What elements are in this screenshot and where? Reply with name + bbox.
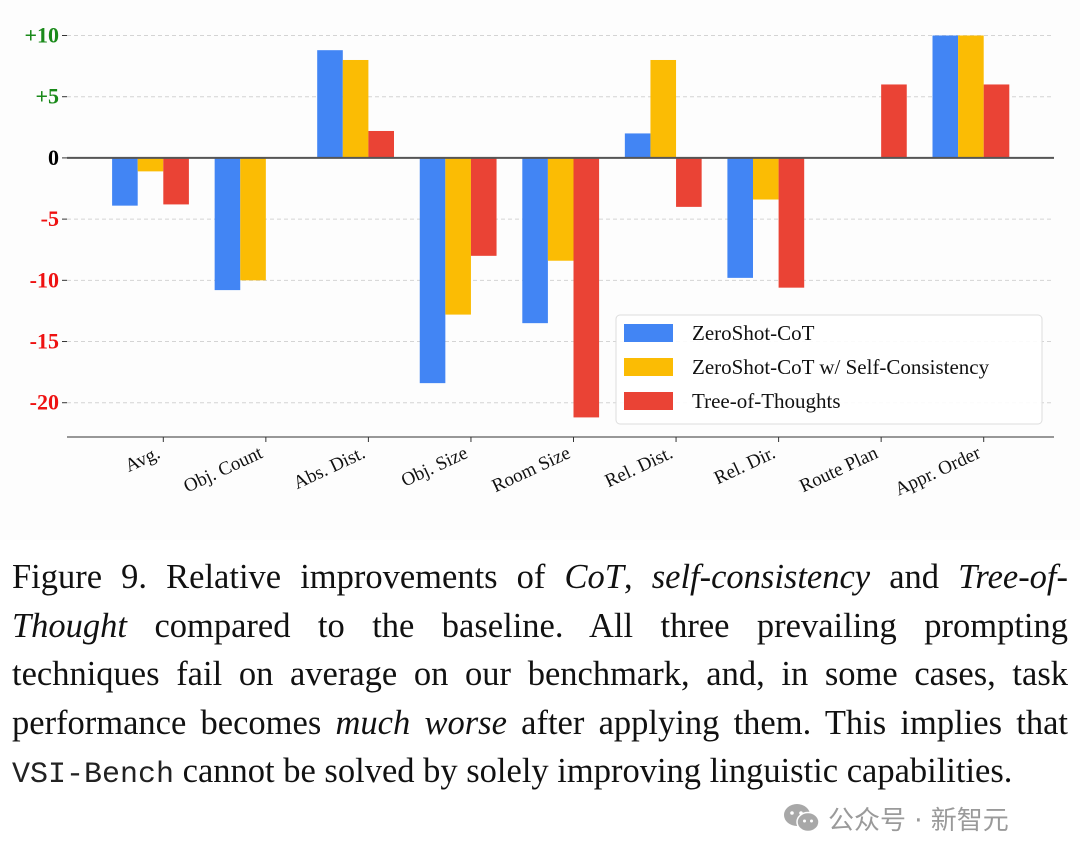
wechat-icon — [784, 804, 820, 833]
legend-label: Tree-of-Thoughts — [692, 389, 841, 413]
caption-segment: Relative improvements of — [147, 558, 565, 596]
bar — [137, 157, 164, 172]
figure-label: Figure 9. — [12, 558, 148, 596]
caption-segment: cannot be solved by solely improving lin… — [174, 752, 1013, 790]
bar — [445, 157, 471, 315]
bar — [522, 157, 548, 324]
y-tick-label: -20 — [30, 390, 59, 415]
y-tick-label: +10 — [24, 22, 59, 47]
bar — [727, 157, 753, 278]
caption-segment: much worse — [335, 703, 507, 742]
legend-box — [615, 314, 1043, 425]
legend-label: ZeroShot-CoT w/ Self-Consistency — [692, 355, 990, 379]
bar — [753, 157, 779, 200]
figure: +10 +5 0 -5 -10 -15 -20 Avg. Obj. Count Abs. Dis… — [24, 22, 1054, 501]
bar — [112, 157, 138, 206]
bar — [240, 157, 266, 281]
bar — [676, 157, 702, 207]
y-tick-labels: +10 +5 0 -5 -10 -15 -20 — [24, 22, 67, 415]
bar — [624, 133, 651, 158]
bar-chart: +10 +5 0 -5 -10 -15 -20 Avg. Obj. Count Abs. Dis… — [24, 22, 1054, 500]
x-tick-label: Obj. Size — [398, 442, 471, 491]
y-tick-label: -15 — [30, 329, 59, 354]
legend-label: ZeroShot-CoT — [692, 321, 815, 345]
y-tick-label: -5 — [41, 206, 59, 231]
caption-body: Relative improvements of CoT, self-consi… — [12, 558, 1069, 792]
caption-segment: , — [623, 558, 652, 596]
bar — [470, 157, 497, 256]
caption-segment: and — [870, 558, 959, 596]
axes — [67, 156, 1054, 438]
x-tick-label: Obj. Count — [181, 442, 267, 497]
caption-segment: VSI-Bench — [12, 758, 175, 792]
caption-segment: CoT — [564, 558, 624, 596]
bar — [419, 157, 446, 384]
bar — [317, 50, 343, 158]
y-tick-label: -10 — [30, 267, 59, 292]
watermark-text: 公众号 · 新智元 — [828, 805, 1009, 836]
x-tick-labels: Avg. Obj. Count Abs. Dist. Obj. Size Room Si… — [122, 437, 985, 500]
bar — [932, 35, 959, 158]
x-tick-label: Route Plan — [796, 442, 881, 497]
x-tick-label: Rel. Dir. — [711, 442, 779, 488]
watermark: 公众号 · 新智元 — [782, 800, 1009, 836]
bar — [958, 35, 984, 158]
y-tick-label: 0 — [48, 145, 59, 170]
legend-swatch — [624, 358, 673, 376]
legend-swatch — [624, 392, 673, 410]
bar — [778, 157, 805, 288]
x-tick-label: Room Size — [489, 442, 574, 496]
legend: ZeroShot-CoT ZeroShot-CoT w/ Self-Consist… — [615, 314, 1043, 425]
bar — [881, 84, 907, 158]
caption-segment: after applying them. This implies that — [506, 703, 1068, 742]
x-tick-label: Avg. — [122, 442, 164, 476]
bar — [214, 157, 241, 291]
bar — [163, 157, 189, 205]
x-tick-label: Rel. Dist. — [602, 442, 676, 492]
caption-segment: Tree-of-Thought — [12, 558, 1069, 645]
bar — [547, 157, 574, 261]
figure-caption: Figure 9. Relative improvements of CoT, … — [12, 553, 1068, 800]
bar — [368, 130, 394, 158]
bars — [112, 35, 1010, 418]
x-tick-label: Abs. Dist. — [290, 442, 368, 493]
bar — [573, 157, 600, 418]
caption-segment: self-consistency — [651, 558, 871, 596]
bar — [342, 59, 369, 158]
x-tick-label: Appr. Order — [892, 442, 985, 500]
bar — [650, 59, 677, 158]
bar — [983, 84, 1010, 158]
caption-segment: compared to the baseline. All three prev… — [12, 606, 1068, 742]
y-tick-label: +5 — [35, 84, 59, 109]
legend-swatch — [624, 324, 673, 342]
